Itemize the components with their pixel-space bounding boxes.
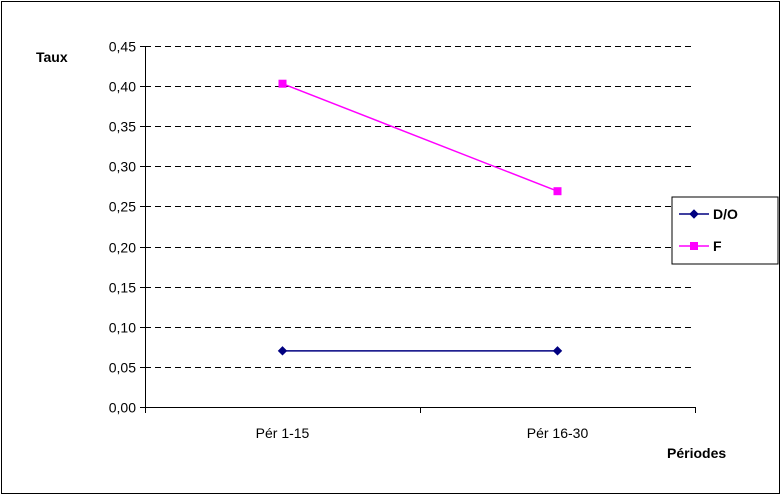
data-point-d-o [277,346,288,356]
y-tick-label: 0,30 [109,159,136,175]
y-tick-label: 0,05 [109,360,136,376]
data-point-d-o [552,346,563,356]
legend-label-f: F [713,238,722,254]
series-line-f [282,83,558,192]
y-axis-title: Taux [36,49,68,65]
x-tick-label: Pér 1-15 [256,425,310,441]
y-tick-label: 0,45 [109,39,136,55]
legend-marker-d-o [689,209,699,219]
x-axis-title: Périodes [667,445,726,461]
y-tick-label: 0,40 [109,79,136,95]
data-point-f [278,79,287,88]
y-tick-label: 0,25 [109,199,136,215]
gridlines [145,46,695,368]
legend-label-d-o: D/O [713,206,738,222]
legend-box [671,196,779,265]
x-tick-label: Pér 16-30 [527,425,589,441]
axes: 0,00 0,05 0,10 0,15 0,20 0,25 0,30 0,35 0,40 0,45… [109,39,696,441]
y-tick-label: 0,15 [109,280,136,296]
series-layer [277,79,563,356]
y-tick-label: 0,00 [109,400,136,416]
y-tick-label: 0,35 [109,119,136,135]
legend: D/O F [679,206,738,254]
y-tick-label: 0,20 [109,240,136,256]
data-point-f [553,187,562,196]
legend-marker-f [690,242,698,250]
y-tick-label: 0,10 [109,320,136,336]
